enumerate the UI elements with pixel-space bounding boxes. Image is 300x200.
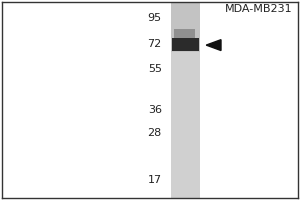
Text: 72: 72 bbox=[148, 39, 162, 49]
Text: MDA-MB231: MDA-MB231 bbox=[224, 4, 292, 14]
Text: 36: 36 bbox=[148, 105, 162, 115]
Bar bbox=[171, 2, 200, 198]
Text: 95: 95 bbox=[148, 13, 162, 23]
Polygon shape bbox=[206, 40, 221, 51]
Bar bbox=[172, 38, 199, 51]
Text: 55: 55 bbox=[148, 64, 162, 74]
Text: 17: 17 bbox=[148, 175, 162, 185]
Text: 28: 28 bbox=[148, 128, 162, 138]
Bar bbox=[174, 29, 195, 38]
Bar bbox=[171, 2, 200, 52]
